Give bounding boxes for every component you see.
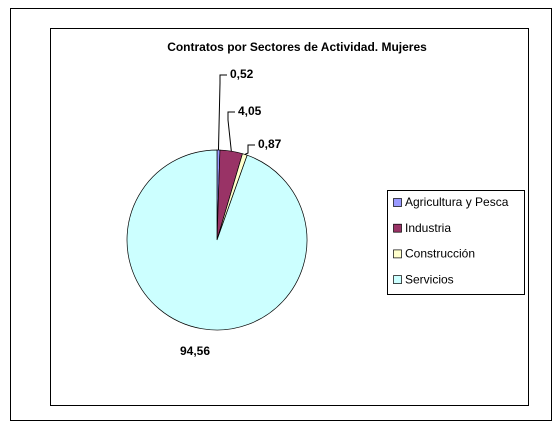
legend-label: Construcción (405, 247, 475, 261)
chart-title: Contratos por Sectores de Actividad. Muj… (167, 40, 427, 54)
leader-line (227, 111, 235, 152)
legend-label: Industria (405, 221, 451, 235)
leader-line (244, 144, 255, 155)
legend-swatch (393, 249, 402, 259)
legend (387, 190, 525, 295)
legend-swatch (393, 275, 402, 284)
legend-swatch (393, 198, 402, 207)
data-label: 0,52 (230, 67, 254, 81)
data-label: 0,87 (258, 137, 282, 151)
legend-swatch (393, 223, 402, 233)
data-label: 4,05 (238, 104, 262, 118)
data-label: 94,56 (180, 344, 210, 358)
leader-line (217, 74, 227, 151)
legend-label: Servicios (405, 272, 454, 286)
legend-label: Agricultura y Pesca (405, 195, 509, 209)
pie-slice (126, 149, 308, 331)
